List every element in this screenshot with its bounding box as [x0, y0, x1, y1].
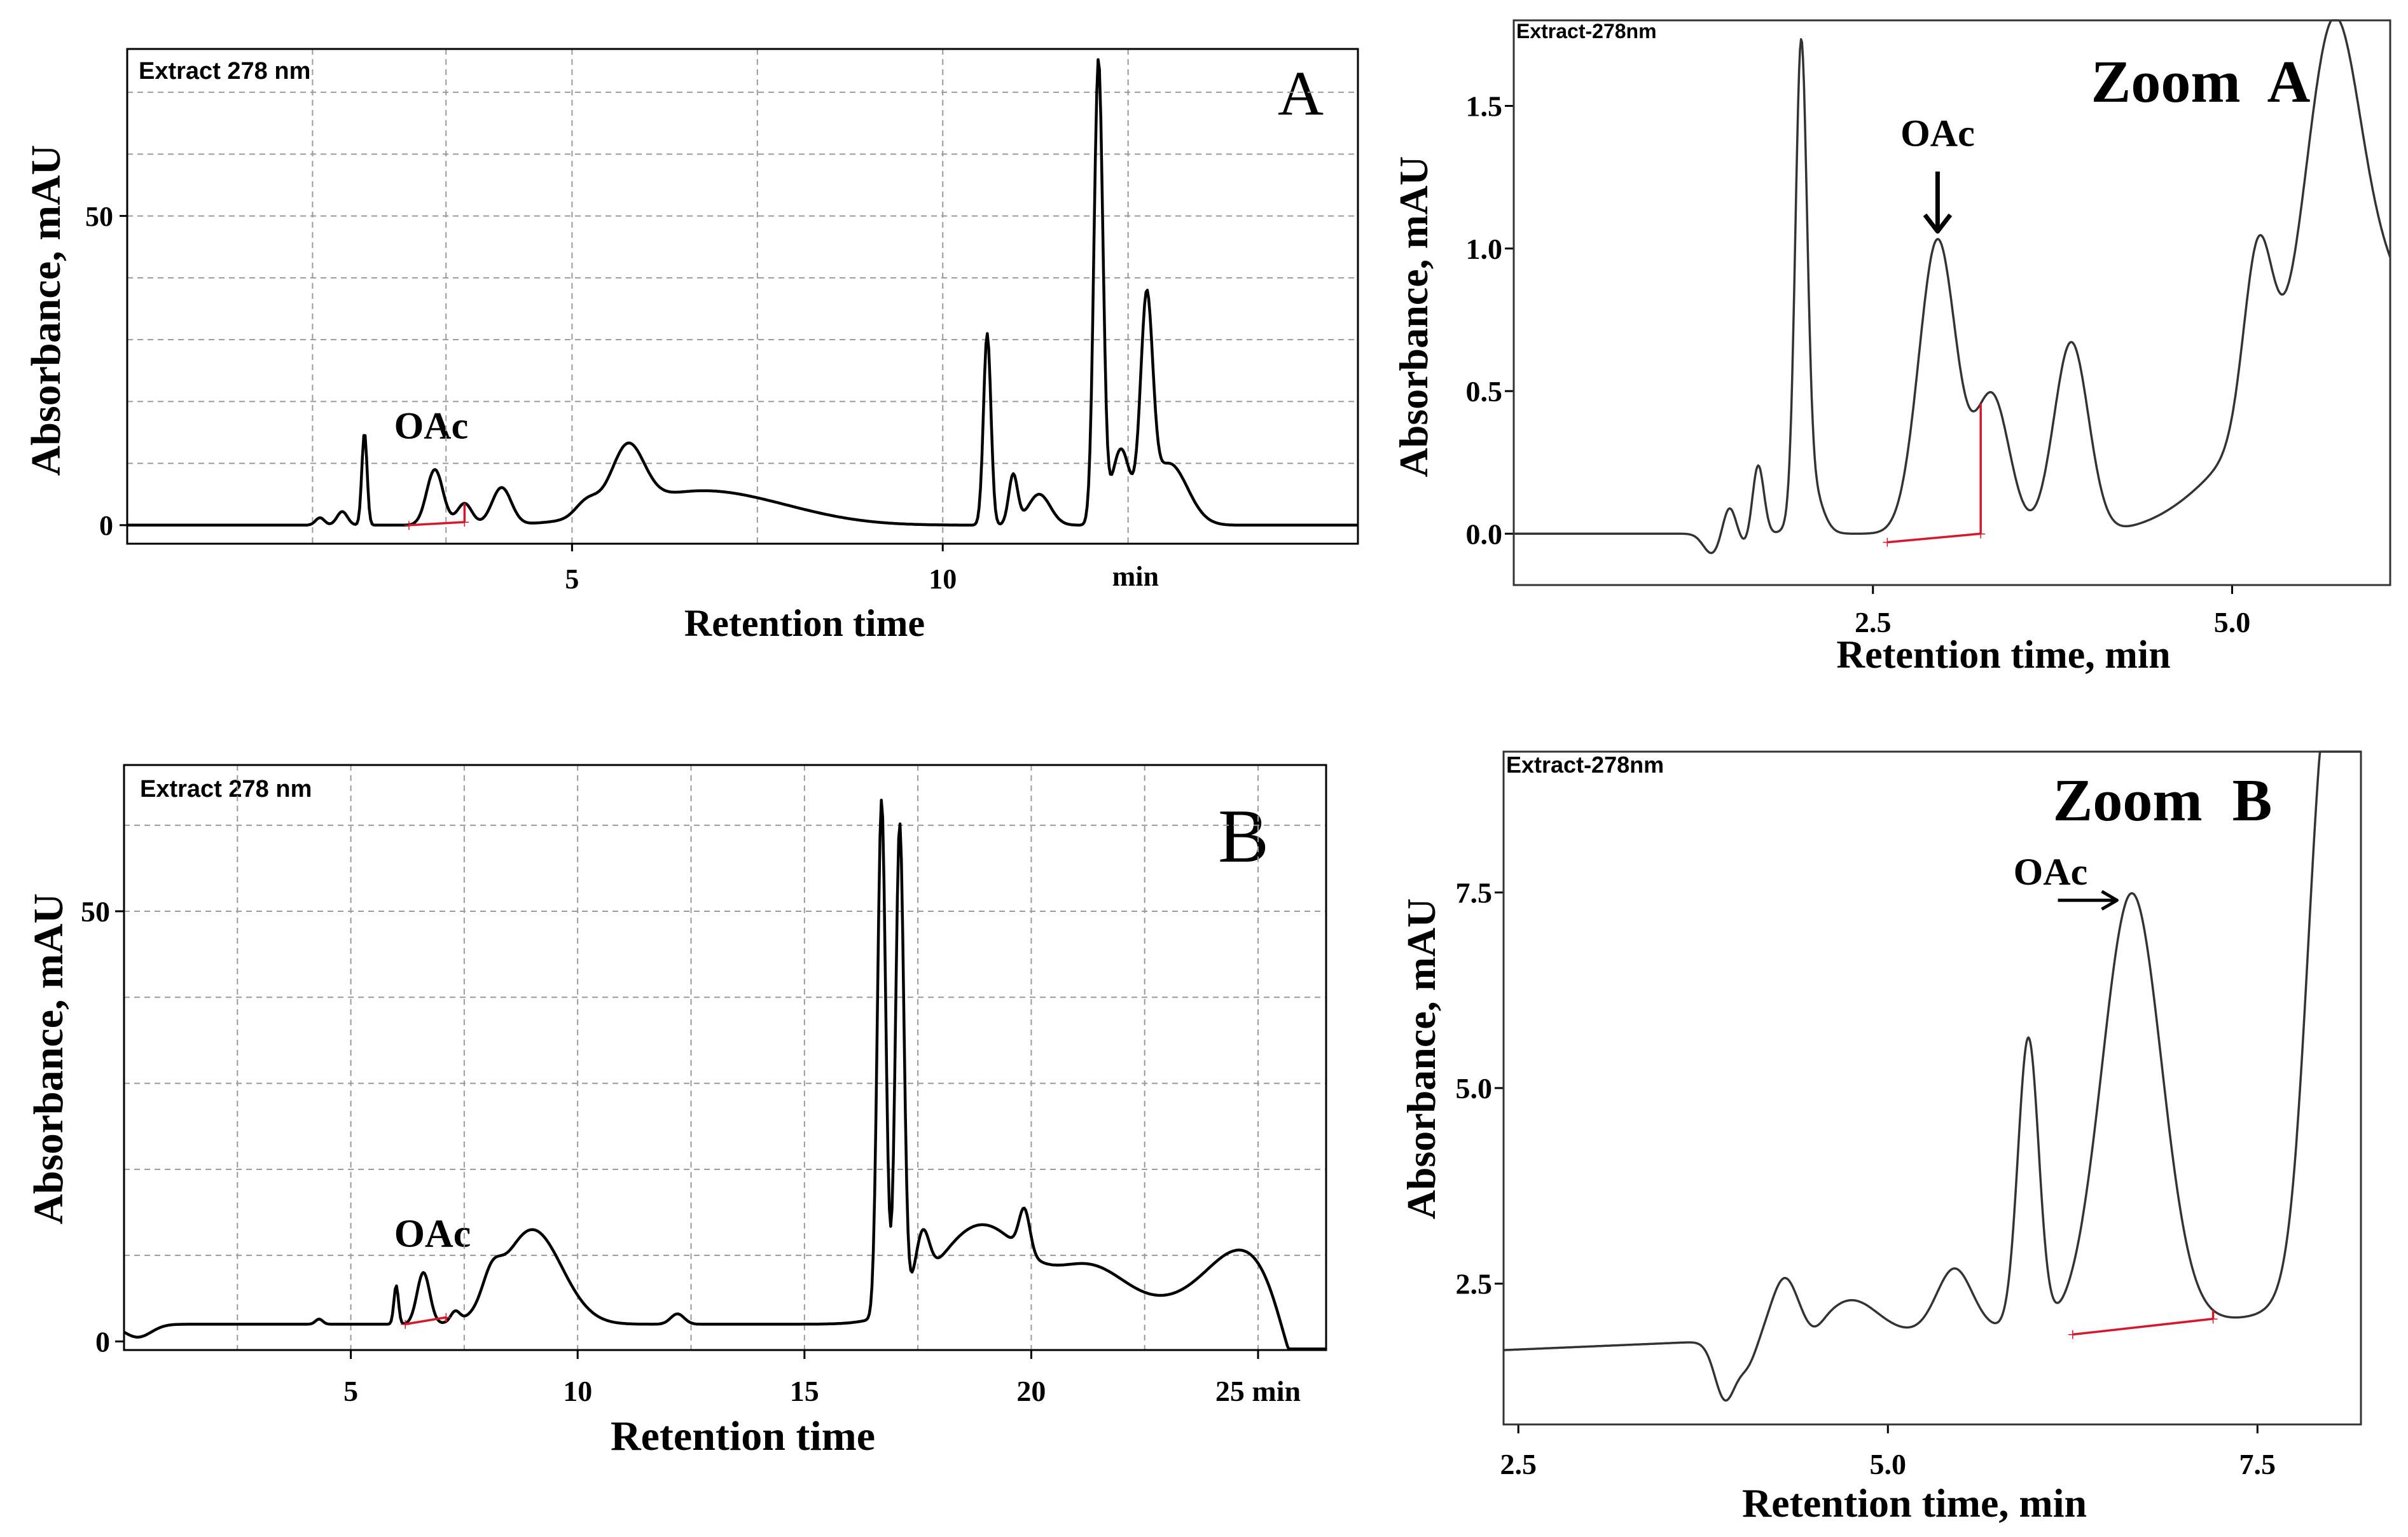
panel-zoom-b-frame — [1502, 750, 2362, 1426]
panel-zoom-a-y-axis-title: Absorbance, mAU — [1391, 156, 1436, 478]
panel-b-y-tick-label-0: 0 — [95, 1326, 110, 1358]
panel-zoom-a-integration-baseline — [1887, 532, 1981, 544]
panel-a-y-tick-label-1: 50 — [85, 201, 113, 232]
panel-zoom-b-trace — [1503, 750, 2362, 1402]
panel-b-title: Extract 278 nm — [140, 776, 312, 803]
panel-zoom-a-frame — [1512, 19, 2391, 586]
panel-zoom-b-title: Extract-278nm — [1506, 752, 1664, 778]
panel-b: Extract 278 nm B Retention time Absorban… — [25, 764, 1327, 1459]
panel-zoom-b-ticks: 2.5 5.0 7.5 2.5 5.0 7.5 — [1456, 877, 2276, 1480]
panel-b-y-tick-label-1: 50 — [81, 895, 110, 928]
panel-a-integration-start-mark: + — [403, 515, 414, 536]
panel-zoom-a-ticks: 2.5 5.0 0.0 0.5 1.0 1.5 — [1466, 90, 2251, 638]
panel-b-y-axis-title: Absorbance, mAU — [25, 893, 72, 1225]
panel-b-x-axis-title: Retention time — [611, 1413, 875, 1459]
panel-zoom-b-y-tick-label-1: 5.0 — [1456, 1072, 1493, 1105]
panel-a-x-unit-label: min — [1112, 561, 1159, 592]
panel-zoom-a-integration-start-mark: + — [1882, 532, 1893, 553]
panel-zoom-a-x-axis-title: Retention time, min — [1836, 633, 2170, 677]
panel-zoom-b-label: Zoom B — [2053, 768, 2273, 834]
panel-zoom-b-integration: + + — [2067, 1309, 2218, 1346]
panel-a: Extract 278 nm A Retention time Absorban… — [23, 48, 1359, 644]
panel-b-x-tick-label-3: 20 — [1016, 1375, 1046, 1407]
panel-a-ticks: 5 10 0 50 — [85, 201, 957, 595]
panel-b-oac-label: OAc — [394, 1213, 471, 1256]
panel-a-y-axis-title: Absorbance, mAU — [23, 145, 69, 476]
panel-b-integration-baseline — [405, 1316, 446, 1326]
panel-zoom-b-y-axis-title: Absorbance, mAU — [1399, 899, 1444, 1220]
panel-zoom-b-integration-baseline — [2072, 1318, 2213, 1336]
panel-a-integration-end-mark: + — [459, 512, 470, 533]
panel-b-integration-start-mark: + — [400, 1314, 411, 1335]
panel-a-label: A — [1278, 58, 1324, 128]
panel-b-x-tick-label-4: 25 min — [1215, 1375, 1301, 1407]
panel-zoom-b-y-tick-label-0: 2.5 — [1456, 1268, 1493, 1300]
panel-b-grid — [124, 765, 1326, 1350]
panel-a-x-axis-title: Retention time — [684, 602, 925, 644]
panel-a-x-tick-label-1: 10 — [929, 563, 957, 595]
panel-zoom-a-arrow — [1923, 171, 1953, 234]
panel-zoom-a-arrow-head — [1923, 213, 1953, 234]
panel-b-label: B — [1218, 794, 1269, 878]
panel-b-integration-end-mark: + — [441, 1307, 452, 1328]
panel-zoom-b-integration-start-mark: + — [2067, 1325, 2078, 1346]
panel-zoom-b-x-tick-label-2: 7.5 — [2239, 1448, 2276, 1480]
panel-a-x-tick-label-0: 5 — [565, 563, 579, 595]
panel-b-x-tick-label-0: 5 — [343, 1375, 358, 1407]
panel-a-oac-label: OAc — [394, 405, 469, 447]
panel-zoom-a-integration: + + — [1882, 403, 1986, 553]
panel-zoom-b-x-tick-label-1: 5.0 — [1870, 1448, 1907, 1480]
panel-zoom-a-y-tick-label-0: 0.0 — [1466, 518, 1503, 550]
panel-zoom-a-title: Extract-278nm — [1516, 20, 1657, 43]
panel-b-integration: + + — [400, 1307, 452, 1335]
panel-zoom-a-x-tick-label-0: 2.5 — [1855, 606, 1892, 638]
panel-a-integration: + + — [403, 503, 470, 536]
panel-zoom-a: Extract-278nm Zoom A Retention time, min… — [1391, 19, 2391, 677]
panel-zoom-a-y-tick-label-2: 1.0 — [1466, 233, 1503, 265]
panel-a-title: Extract 278 nm — [139, 58, 310, 85]
panel-zoom-a-integration-end-mark: + — [1976, 523, 1986, 544]
panel-zoom-a-y-tick-label-1: 0.5 — [1466, 375, 1503, 408]
panel-zoom-a-y-tick-label-3: 1.5 — [1466, 90, 1503, 123]
panel-zoom-a-label: Zoom A — [2091, 49, 2311, 115]
panel-a-trace — [127, 58, 1359, 527]
panel-zoom-b-arrow — [2058, 890, 2119, 911]
panel-a-y-tick-label-0: 0 — [99, 510, 113, 541]
panel-b-trace — [123, 798, 1327, 1351]
panel-a-grid — [127, 49, 1358, 544]
panel-zoom-b-integration-end-mark: + — [2208, 1309, 2218, 1330]
panel-b-x-tick-label-2: 15 — [790, 1375, 819, 1407]
panel-a-integration-baseline — [408, 521, 465, 527]
panel-b-ticks: 5 10 15 20 25 min 0 50 — [81, 895, 1301, 1407]
panel-zoom-b-oac-label: OAc — [2014, 851, 2088, 893]
panel-zoom-b-y-tick-label-2: 7.5 — [1456, 877, 1493, 909]
panel-zoom-a-x-tick-label-1: 5.0 — [2214, 606, 2251, 638]
panel-zoom-b: Extract-278nm Zoom B Retention time, min… — [1399, 750, 2362, 1526]
panel-zoom-b-x-tick-label-0: 2.5 — [1500, 1448, 1537, 1480]
panel-zoom-a-oac-label: OAc — [1900, 112, 1975, 154]
panel-zoom-b-x-axis-title: Retention time, min — [1742, 1480, 2087, 1526]
panel-zoom-b-arrow-head — [2101, 890, 2119, 911]
panel-b-frame — [123, 764, 1327, 1351]
panel-a-frame — [126, 48, 1359, 545]
panel-b-x-tick-label-1: 10 — [563, 1375, 592, 1407]
panel-zoom-a-trace — [1513, 19, 2391, 555]
